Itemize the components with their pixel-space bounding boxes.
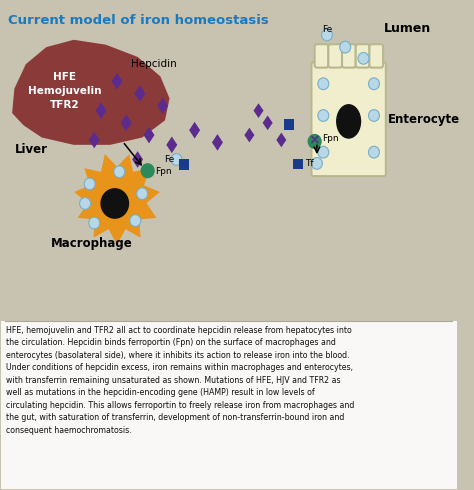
Polygon shape <box>245 128 255 143</box>
Polygon shape <box>144 127 155 144</box>
Circle shape <box>321 29 332 41</box>
Polygon shape <box>121 115 132 131</box>
Polygon shape <box>254 103 264 118</box>
Circle shape <box>171 154 182 165</box>
Circle shape <box>368 78 380 90</box>
Text: HFE, hemojuvelin and TFR2 all act to coordinate hepcidin release from hepatocyte: HFE, hemojuvelin and TFR2 all act to coo… <box>6 326 355 435</box>
Text: Tf: Tf <box>305 159 314 169</box>
Text: Hepcidin: Hepcidin <box>131 59 176 69</box>
Polygon shape <box>166 137 177 153</box>
Circle shape <box>318 147 329 158</box>
Text: Fpn: Fpn <box>322 134 339 144</box>
FancyBboxPatch shape <box>342 44 356 68</box>
Polygon shape <box>96 102 107 119</box>
Polygon shape <box>135 85 146 102</box>
FancyBboxPatch shape <box>179 159 189 170</box>
FancyBboxPatch shape <box>356 44 369 68</box>
FancyBboxPatch shape <box>311 62 386 176</box>
Text: Fe: Fe <box>322 24 333 33</box>
Text: Current model of iron homeostasis: Current model of iron homeostasis <box>8 14 268 27</box>
Circle shape <box>130 215 141 226</box>
Polygon shape <box>212 134 223 151</box>
Circle shape <box>141 164 154 177</box>
Polygon shape <box>276 133 286 147</box>
Polygon shape <box>74 154 160 245</box>
FancyBboxPatch shape <box>315 44 328 68</box>
Circle shape <box>311 158 322 169</box>
FancyBboxPatch shape <box>328 44 342 68</box>
Circle shape <box>340 41 351 53</box>
Ellipse shape <box>337 105 361 138</box>
Polygon shape <box>189 122 200 139</box>
Polygon shape <box>263 116 273 130</box>
Circle shape <box>308 135 321 148</box>
Polygon shape <box>12 40 170 145</box>
Text: Lumen: Lumen <box>384 23 431 35</box>
Circle shape <box>84 178 95 190</box>
Circle shape <box>137 188 147 199</box>
FancyBboxPatch shape <box>369 44 383 68</box>
Polygon shape <box>111 73 123 90</box>
Circle shape <box>318 78 329 90</box>
Circle shape <box>368 110 380 122</box>
Circle shape <box>114 166 125 177</box>
Text: Fpn: Fpn <box>155 167 172 176</box>
Circle shape <box>368 147 380 158</box>
Circle shape <box>101 189 128 218</box>
Polygon shape <box>89 132 100 148</box>
Text: Liver: Liver <box>14 143 47 156</box>
Text: ×: × <box>309 133 320 147</box>
FancyBboxPatch shape <box>293 159 303 169</box>
Text: HFE
Hemojuvelin
TFR2: HFE Hemojuvelin TFR2 <box>28 72 101 110</box>
Circle shape <box>358 52 369 64</box>
Text: Fe: Fe <box>164 154 175 164</box>
FancyBboxPatch shape <box>0 321 457 490</box>
Polygon shape <box>132 151 143 168</box>
FancyBboxPatch shape <box>283 120 294 130</box>
Text: Enterocyte: Enterocyte <box>388 113 460 126</box>
Text: Macrophage: Macrophage <box>51 238 133 250</box>
Circle shape <box>89 217 100 229</box>
Circle shape <box>80 197 91 209</box>
Polygon shape <box>157 98 168 114</box>
Circle shape <box>318 110 329 122</box>
